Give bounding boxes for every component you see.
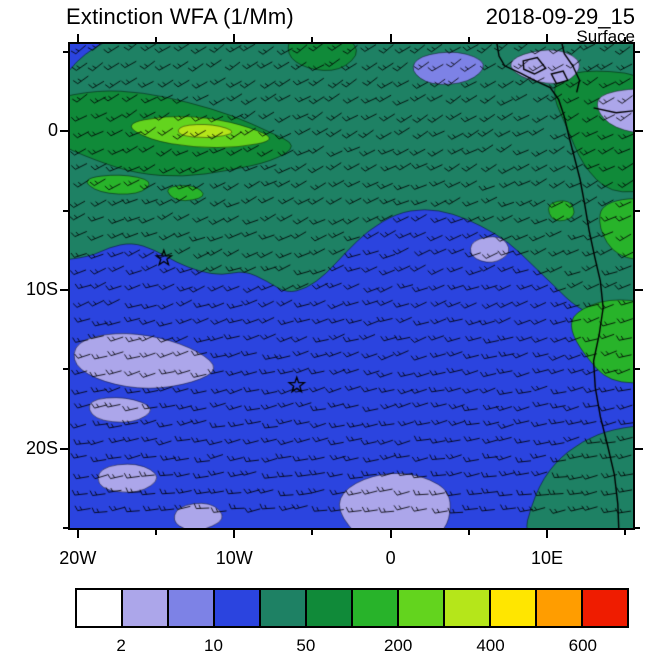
axis-tick [233, 530, 236, 538]
x-axis-label: 0 [385, 548, 396, 568]
axis-tick [624, 37, 627, 42]
axis-tick [545, 530, 548, 538]
colorbar-cell [77, 590, 121, 626]
colorbar-cell [305, 590, 351, 626]
colorbar [75, 588, 629, 628]
colorbar-cell [121, 590, 167, 626]
axis-tick [467, 530, 470, 535]
plot-title: Extinction WFA (1/Mm) [66, 4, 294, 29]
y-axis-label: 0 [47, 120, 58, 141]
y-axis-label: 10S [25, 278, 58, 299]
axis-tick [155, 530, 157, 535]
axis-tick [311, 530, 314, 535]
colorbar-cell [443, 590, 489, 626]
axis-tick [155, 37, 157, 42]
axis-tick [635, 368, 640, 371]
axis-tick [63, 368, 68, 371]
axis-tick [63, 50, 68, 53]
colorbar-label: 10 [204, 636, 223, 655]
axis-tick [545, 34, 548, 42]
axis-tick [624, 530, 627, 535]
colorbar-cell [213, 590, 259, 626]
colorbar-label: 400 [476, 636, 505, 655]
axis-tick [60, 447, 68, 450]
colorbar-label: 200 [383, 636, 413, 655]
colorbar-cell [351, 590, 397, 626]
axis-tick [635, 209, 640, 212]
axis-tick [60, 288, 68, 291]
axis-tick [635, 50, 640, 53]
colorbar-label: 2 [116, 636, 126, 655]
axis-tick [311, 37, 314, 42]
plot-datetime: 2018-09-29_15 [485, 4, 635, 29]
map-frame [68, 42, 635, 530]
x-axis-label: 10W [215, 548, 253, 568]
axis-tick [635, 130, 643, 133]
colorbar-cell [535, 590, 581, 626]
axis-tick [389, 530, 392, 538]
axis-tick [635, 288, 643, 291]
colorbar-cell [167, 590, 213, 626]
axis-tick [635, 447, 643, 450]
colorbar-cell [581, 590, 627, 626]
axis-tick [635, 527, 640, 529]
y-axis-label: 20S [25, 437, 58, 458]
x-axis-label: 10E [530, 548, 563, 568]
colorbar-cell [489, 590, 535, 626]
axis-tick [389, 34, 392, 42]
axis-tick [76, 530, 79, 538]
axis-tick [63, 209, 68, 212]
axis-tick [63, 527, 68, 529]
plot-level-label: Surface [576, 27, 635, 46]
axis-tick [233, 34, 236, 42]
axis-tick [467, 37, 470, 42]
colorbar-label: 600 [568, 636, 598, 655]
colorbar-label: 50 [296, 636, 316, 655]
colorbar-cell [259, 590, 305, 626]
axis-tick [76, 34, 79, 42]
map-canvas [70, 44, 633, 528]
x-axis-label: 20W [59, 548, 97, 568]
colorbar-cell [397, 590, 443, 626]
axis-tick [60, 130, 68, 133]
